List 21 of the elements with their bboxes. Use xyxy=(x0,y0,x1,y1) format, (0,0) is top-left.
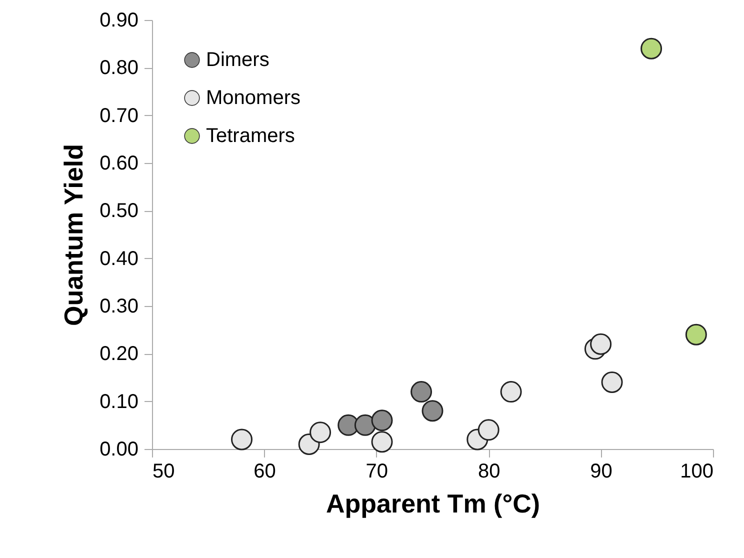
legend-label: Monomers xyxy=(206,87,300,109)
x-tick-label: 80 xyxy=(478,460,500,482)
x-tick-label: 50 xyxy=(152,460,175,482)
y-tick-label: 0.00 xyxy=(100,438,138,460)
y-tick-label: 0.10 xyxy=(100,390,138,413)
legend-label: Tetramers xyxy=(206,125,295,147)
y-tick-label: 0.80 xyxy=(100,57,138,80)
y-tick-label: 0.60 xyxy=(100,152,138,174)
x-tick-label: 60 xyxy=(254,460,276,482)
x-tick-label: 90 xyxy=(590,460,612,482)
y-tick-label: 0.50 xyxy=(100,200,138,222)
y-tick-label: 0.30 xyxy=(100,296,138,318)
x-tick-label: 70 xyxy=(366,460,388,482)
legend-label: Dimers xyxy=(206,49,270,71)
x-axis-title: Apparent Tm (°C) xyxy=(326,488,540,518)
y-tick-label: 0.90 xyxy=(100,10,138,32)
y-axis-title: Quantum Yield xyxy=(58,144,89,326)
y-tick-label: 0.70 xyxy=(100,104,138,127)
y-tick-label: 0.20 xyxy=(100,343,138,366)
x-tick-label: 100 xyxy=(680,460,714,482)
y-tick-label: 0.40 xyxy=(100,248,138,270)
